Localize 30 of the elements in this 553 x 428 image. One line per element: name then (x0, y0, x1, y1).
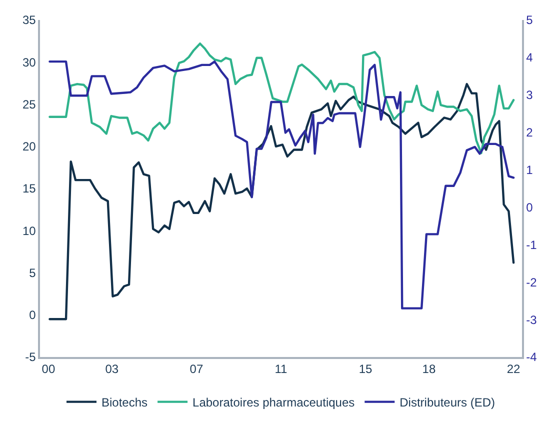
y-tick-label: 35 (22, 13, 36, 28)
x-tick-label: 00 (42, 362, 56, 376)
y2-tick-label: 4 (526, 50, 534, 65)
y2-tick-label: 1 (526, 162, 534, 177)
y-tick-label: 15 (22, 182, 36, 196)
y-tick-label: 20 (22, 140, 36, 154)
y2-tick-label: -2 (526, 275, 538, 290)
y-tick-label: 30 (22, 55, 36, 70)
y-tick-label: 5 (29, 266, 36, 280)
x-tick-label: 22 (506, 362, 521, 376)
y-tick-label: -5 (25, 350, 36, 364)
x-tick-label: 11 (274, 362, 288, 376)
y2-tick-label: -3 (526, 312, 538, 327)
line-series (48, 42, 515, 154)
legend-label: Biotechs (102, 396, 148, 410)
y-tick-label: 10 (22, 224, 36, 238)
x-tick-label: 18 (422, 362, 436, 376)
y2-tick-label: -1 (526, 238, 538, 252)
y2-tick-label: 2 (526, 126, 534, 140)
x-tick-label: 03 (105, 362, 119, 376)
legend-label: Distributeurs (ED) (400, 396, 495, 410)
y2-tick-label: 5 (526, 13, 534, 28)
y2-tick-label: 3 (526, 88, 534, 102)
y2-tick-label: 0 (526, 200, 534, 214)
x-tick-label: 07 (190, 362, 204, 376)
legend-label: Laboratoires pharmaceutiques (192, 396, 355, 410)
y-tick-label: 25 (22, 97, 36, 112)
y-tick-label: 0 (29, 308, 36, 322)
y2-tick-label: -4 (526, 350, 538, 364)
x-tick-label: 15 (358, 362, 373, 376)
